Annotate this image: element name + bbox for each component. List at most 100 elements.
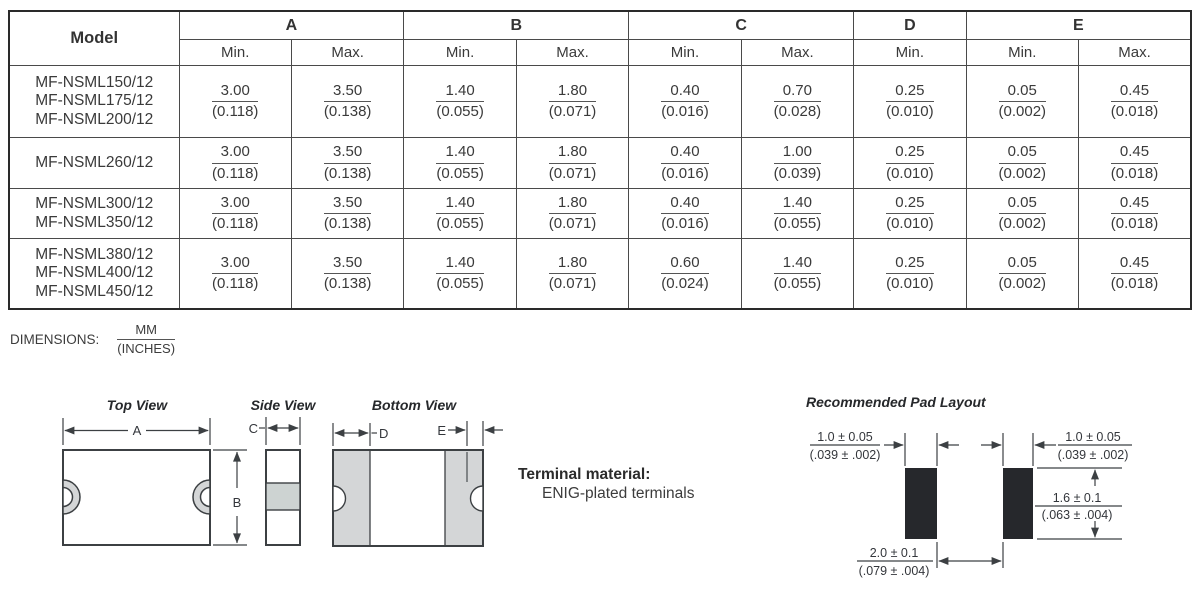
mm-value: 1.80 bbox=[548, 254, 597, 274]
dimension-cell: 0.25 (0.010) bbox=[853, 137, 967, 189]
package-views-figure: Top View A B Side View C Bottom View D E bbox=[62, 397, 503, 547]
pad-layout-figure: Recommended Pad Layout 1.0 ± 0.05 (.039 … bbox=[806, 394, 1132, 578]
side-view-title: Side View bbox=[251, 397, 317, 413]
in-value: (0.071) bbox=[548, 103, 597, 120]
in-value: (0.055) bbox=[436, 164, 484, 182]
mm-value: 1.40 bbox=[436, 254, 484, 274]
side-view-ptc-layer bbox=[265, 482, 301, 511]
mm-value: 1.40 bbox=[436, 194, 484, 214]
in-value: (0.016) bbox=[661, 164, 709, 182]
dimension-cell: 0.40 (0.016) bbox=[628, 65, 742, 138]
dimension-cell: 1.40 (0.055) bbox=[740, 238, 855, 310]
in-value: (0.010) bbox=[886, 215, 934, 232]
dimensions-note: DIMENSIONS: MM (INCHES) bbox=[10, 322, 176, 358]
dimension-fraction: 0.45 (0.018) bbox=[1110, 194, 1159, 234]
dimension-fraction: 0.05 (0.002) bbox=[998, 82, 1047, 122]
dimension-fraction: 3.50 (0.138) bbox=[323, 254, 372, 294]
model-name: MF-NSML150/12 bbox=[35, 73, 154, 91]
mm-value: 1.40 bbox=[436, 82, 484, 102]
dimension-cell: 0.05 (0.002) bbox=[965, 188, 1080, 239]
in-value: (0.039) bbox=[773, 164, 822, 182]
dimension-cell: 1.80 (0.071) bbox=[515, 137, 630, 189]
in-value: (0.010) bbox=[886, 103, 934, 120]
dim-d-label: D bbox=[379, 426, 388, 441]
dimension-fraction: 0.70 (0.028) bbox=[773, 82, 822, 122]
right-pad-width-in: (.039 ± .002) bbox=[1058, 448, 1129, 462]
right-castellation-hole bbox=[199, 486, 211, 508]
column-group-c: C bbox=[628, 10, 855, 40]
mm-value: 0.40 bbox=[661, 143, 709, 164]
spec-table: Model A B C D E Min. Max. Min. Max. Min.… bbox=[8, 10, 1192, 310]
mm-value: 0.45 bbox=[1110, 82, 1159, 102]
in-value: (0.118) bbox=[212, 215, 259, 232]
in-value: (0.002) bbox=[998, 275, 1047, 292]
mm-value: 3.50 bbox=[323, 194, 372, 214]
mm-value: 0.05 bbox=[998, 254, 1047, 274]
in-value: (0.055) bbox=[436, 215, 484, 232]
dimension-fraction: 0.25 (0.010) bbox=[886, 194, 934, 234]
b-min-header: Min. bbox=[403, 39, 517, 66]
mm-value: 3.50 bbox=[323, 143, 372, 164]
in-value: (0.071) bbox=[548, 164, 597, 182]
table-row: MF-NSML380/12 MF-NSML400/12 MF-NSML450/12 3… bbox=[8, 238, 1192, 310]
dimension-fraction: 0.40 (0.016) bbox=[661, 82, 709, 122]
b-max-header: Max. bbox=[515, 39, 630, 66]
dimension-cell: 3.00 (0.118) bbox=[178, 188, 292, 239]
dimension-fraction: 0.25 (0.010) bbox=[886, 254, 934, 294]
dimension-fraction: 1.40 (0.055) bbox=[773, 194, 822, 234]
dimension-cell: 0.05 (0.002) bbox=[965, 137, 1080, 189]
dimension-fraction: 0.05 (0.002) bbox=[998, 254, 1047, 294]
dimension-fraction: 0.45 (0.018) bbox=[1110, 82, 1159, 122]
mm-value: 3.00 bbox=[212, 194, 259, 214]
in-value: (0.028) bbox=[773, 103, 822, 120]
units-inches: (INCHES) bbox=[117, 341, 176, 357]
in-value: (0.055) bbox=[773, 215, 822, 232]
mm-value: 0.40 bbox=[661, 82, 709, 102]
top-view-body bbox=[62, 449, 211, 546]
dimension-cell: 3.00 (0.118) bbox=[178, 137, 292, 189]
model-name: MF-NSML260/12 bbox=[35, 153, 154, 171]
model-name: MF-NSML200/12 bbox=[35, 110, 154, 128]
model-name: MF-NSML175/12 bbox=[35, 92, 154, 110]
dimension-fraction: 0.45 (0.018) bbox=[1110, 143, 1159, 183]
dimension-cell: 0.05 (0.002) bbox=[965, 238, 1080, 310]
dimension-cell: 1.00 (0.039) bbox=[740, 137, 855, 189]
dimension-cell: 3.50 (0.138) bbox=[290, 137, 405, 189]
dimension-cell: 1.40 (0.055) bbox=[403, 238, 517, 310]
table-row: MF-NSML260/12 3.00 (0.118) 3.50 (0.138) 1.40(… bbox=[8, 137, 1192, 189]
dimension-cell: 0.05 (0.002) bbox=[965, 65, 1080, 138]
units-mm: MM bbox=[117, 322, 176, 341]
top-view-title: Top View bbox=[107, 397, 169, 413]
in-value: (0.010) bbox=[886, 164, 934, 182]
in-value: (0.138) bbox=[323, 275, 372, 292]
pad-layout-title: Recommended Pad Layout bbox=[806, 394, 987, 410]
mm-value: 0.45 bbox=[1110, 143, 1159, 164]
in-value: (0.002) bbox=[998, 103, 1047, 120]
dimension-fraction: 1.40 (0.055) bbox=[436, 143, 484, 183]
dimension-fraction: 0.05 (0.002) bbox=[998, 143, 1047, 183]
table-header-row-minmax: Min. Max. Min. Max. Min. Max. Min. Min. … bbox=[9, 39, 1192, 66]
pad-height-mm: 1.6 ± 0.1 bbox=[1053, 491, 1102, 505]
dimension-fraction: 0.40 (0.016) bbox=[661, 143, 709, 183]
dimension-cell: 0.40 (0.016) bbox=[628, 188, 742, 239]
model-cell: MF-NSML380/12 MF-NSML400/12 MF-NSML450/12 bbox=[8, 238, 180, 310]
in-value: (0.024) bbox=[661, 275, 709, 292]
dimension-fraction: 0.25 (0.010) bbox=[886, 143, 934, 183]
mm-value: 3.50 bbox=[323, 254, 372, 274]
e-min-header: Min. bbox=[965, 39, 1080, 66]
dimension-fraction: 0.05 (0.002) bbox=[998, 194, 1047, 234]
left-castellation-hole bbox=[62, 486, 74, 508]
table-row: MF-NSML150/12 MF-NSML175/12 MF-NSML200/12 3… bbox=[8, 65, 1192, 138]
dimensions-units-fraction: MM (INCHES) bbox=[117, 322, 176, 358]
left-pad-width-in: (.039 ± .002) bbox=[810, 448, 881, 462]
mm-value: 0.05 bbox=[998, 143, 1047, 164]
dimension-cell: 1.40 (0.055) bbox=[403, 65, 517, 138]
in-value: (0.118) bbox=[212, 275, 259, 292]
right-pad-width-mm: 1.0 ± 0.05 bbox=[1065, 430, 1121, 444]
spec-table-body: MF-NSML150/12 MF-NSML175/12 MF-NSML200/12 3… bbox=[8, 65, 1192, 310]
dimension-cell: 1.40 (0.055) bbox=[740, 188, 855, 239]
mm-value: 0.70 bbox=[773, 82, 822, 102]
model-cell: MF-NSML300/12 MF-NSML350/12 bbox=[8, 188, 180, 239]
dimension-cell: 0.45 (0.018) bbox=[1078, 137, 1192, 189]
dimension-cell: 1.80 (0.071) bbox=[515, 188, 630, 239]
